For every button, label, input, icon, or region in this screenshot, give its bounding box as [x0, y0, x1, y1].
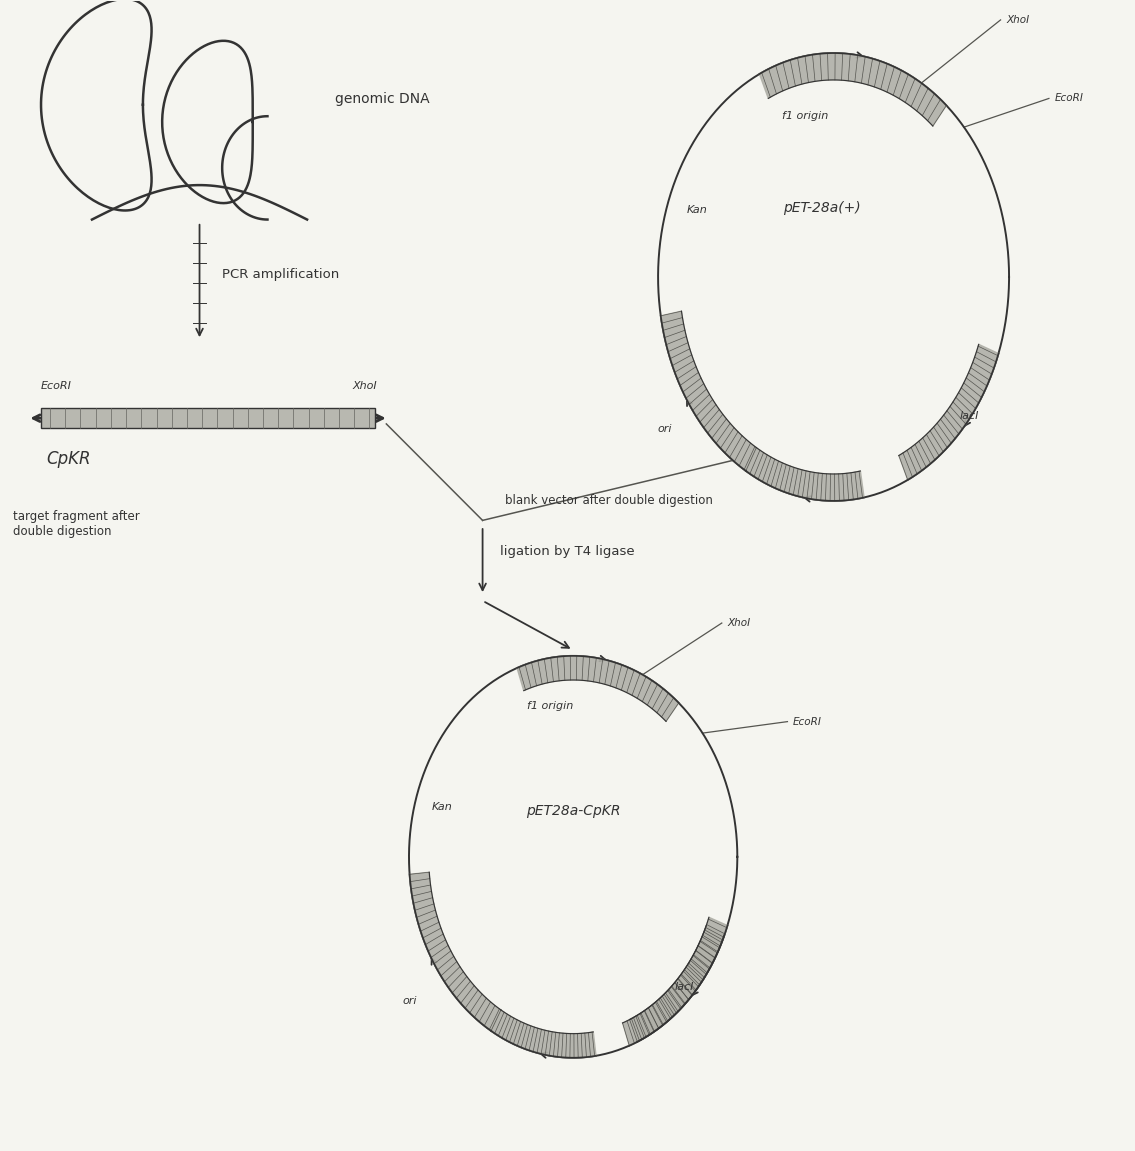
Polygon shape: [746, 448, 864, 501]
Text: ori: ori: [403, 997, 418, 1006]
Text: pET28a-CpKR: pET28a-CpKR: [526, 803, 621, 818]
Bar: [41, 409, 375, 428]
Text: EcoRI: EcoRI: [1054, 93, 1084, 104]
Text: lacI: lacI: [960, 411, 980, 421]
Text: ori: ori: [657, 425, 672, 434]
Polygon shape: [661, 311, 756, 471]
Polygon shape: [518, 656, 679, 722]
Text: PCR amplification: PCR amplification: [222, 268, 339, 281]
Polygon shape: [630, 925, 724, 1042]
Polygon shape: [899, 344, 999, 480]
Text: genomic DNA: genomic DNA: [336, 92, 430, 106]
Text: pET-28a(+): pET-28a(+): [783, 201, 861, 215]
Polygon shape: [410, 872, 501, 1031]
Text: f1 origin: f1 origin: [782, 110, 829, 121]
Text: blank vector after double digestion: blank vector after double digestion: [505, 494, 713, 506]
Text: lacI: lacI: [675, 983, 695, 992]
Text: XhoI: XhoI: [728, 618, 750, 628]
Text: XhoI: XhoI: [1007, 15, 1029, 25]
Text: XhoI: XhoI: [352, 381, 377, 390]
Polygon shape: [623, 917, 728, 1045]
Text: EcoRI: EcoRI: [793, 717, 822, 726]
Text: Kan: Kan: [431, 801, 452, 811]
Text: CpKR: CpKR: [47, 450, 91, 468]
Polygon shape: [491, 1009, 596, 1058]
Text: ligation by T4 ligase: ligation by T4 ligase: [499, 544, 634, 558]
Text: target fragment after
double digestion: target fragment after double digestion: [12, 510, 140, 538]
Text: f1 origin: f1 origin: [528, 701, 573, 711]
Text: EcoRI: EcoRI: [41, 381, 72, 390]
Polygon shape: [759, 53, 947, 125]
Text: Kan: Kan: [687, 205, 707, 215]
